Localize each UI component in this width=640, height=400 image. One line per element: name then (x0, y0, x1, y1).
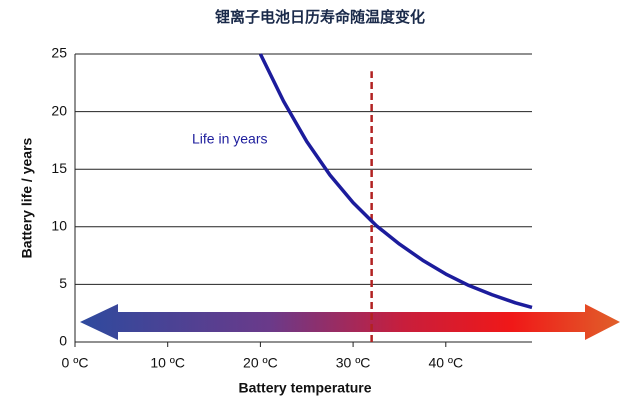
x-axis-label: Battery temperature (238, 380, 371, 396)
temperature-arrow (80, 304, 620, 340)
x-tick-label: 40 ºC (428, 355, 463, 371)
y-tick-label: 15 (51, 160, 67, 176)
life-curve (258, 53, 533, 310)
grid: 0 5 10 15 20 25 0 ºC 10 ºC 20 ºC 30 ºC 40 ºC (51, 45, 532, 371)
y-tick-label: 25 (51, 45, 67, 61)
y-axis-label: Battery life / years (19, 137, 35, 258)
y-tick-label: 20 (51, 102, 67, 118)
x-tick-label: 30 ºC (336, 355, 371, 371)
chart-title: 锂离子电池日历寿命随温度变化 (215, 8, 425, 26)
x-tick-label: 20 ºC (243, 355, 278, 371)
plot: Life in years (192, 53, 533, 342)
y-tick-label: 0 (59, 333, 67, 349)
series-label: Life in years (192, 131, 267, 147)
x-tick-label: 0 ºC (62, 355, 89, 371)
x-tick-label: 10 ºC (150, 355, 185, 371)
y-tick-label: 10 (51, 218, 67, 234)
y-tick-label: 5 (59, 275, 67, 291)
